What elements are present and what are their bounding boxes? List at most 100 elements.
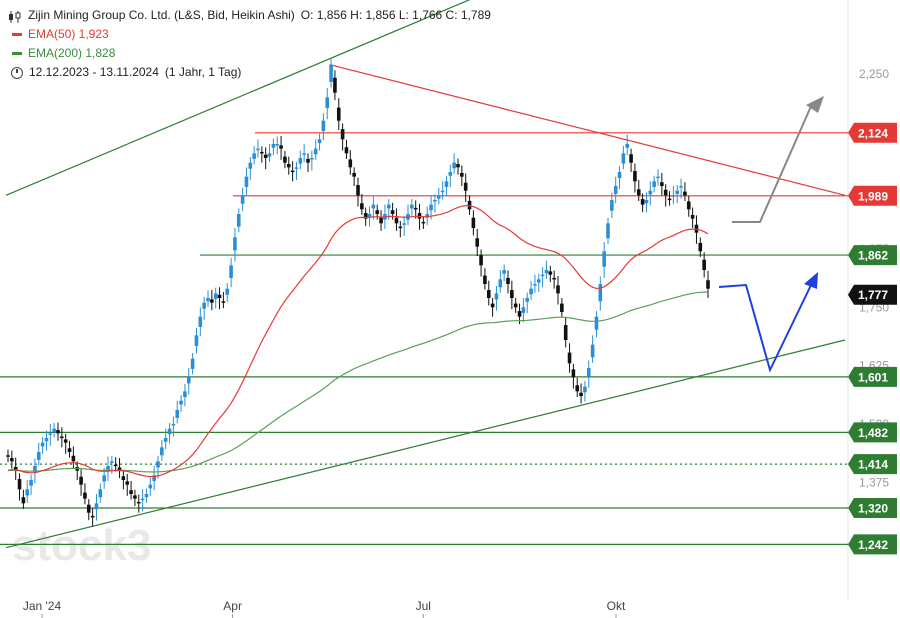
chart-legend: Zijin Mining Group Co. Ltd. (L&S, Bid, H… bbox=[8, 6, 491, 82]
candle-body bbox=[213, 293, 218, 299]
candle-body bbox=[140, 498, 145, 501]
candle-body bbox=[490, 303, 495, 308]
candle-body bbox=[271, 144, 276, 148]
candle-body bbox=[152, 475, 156, 481]
candle-body bbox=[171, 424, 176, 426]
candle-body bbox=[252, 153, 256, 159]
candle-body bbox=[283, 156, 287, 163]
candle-body bbox=[52, 428, 56, 432]
candle-body bbox=[263, 154, 268, 158]
candle-body bbox=[313, 148, 318, 155]
candle-body bbox=[675, 190, 680, 194]
candle-body bbox=[302, 153, 306, 155]
candle-body bbox=[475, 238, 480, 247]
candle-body bbox=[590, 344, 595, 358]
candle-body bbox=[648, 190, 653, 195]
candle-body bbox=[256, 148, 260, 151]
candle-body bbox=[563, 325, 568, 340]
candle-body bbox=[494, 293, 499, 300]
candle-body bbox=[433, 200, 437, 202]
candle-body bbox=[660, 182, 664, 186]
legend-ema200-row[interactable]: EMA(200) 1,828 bbox=[8, 44, 491, 63]
candle-body bbox=[379, 217, 383, 224]
candle-body bbox=[110, 461, 114, 463]
candle-body bbox=[444, 181, 449, 187]
candle-body bbox=[36, 452, 41, 460]
candle-body bbox=[221, 301, 226, 303]
projection-arrows bbox=[718, 96, 824, 373]
candle-body bbox=[156, 461, 160, 468]
candle-body bbox=[48, 433, 53, 435]
candle-body bbox=[544, 270, 549, 274]
ema50-swatch bbox=[12, 33, 22, 36]
downtrend-line bbox=[329, 64, 846, 196]
candle-body bbox=[410, 204, 414, 209]
x-tick-label: Apr bbox=[223, 599, 242, 613]
candle-body bbox=[536, 279, 541, 283]
candle-body bbox=[667, 198, 672, 201]
candle-body bbox=[129, 490, 133, 494]
candle-body bbox=[690, 214, 695, 219]
candle-body bbox=[71, 455, 76, 462]
candle-body bbox=[98, 489, 103, 498]
candle-body bbox=[463, 182, 468, 191]
price-tags: 2,124 1,989 1,862 1,777 1,601 1,482 1,414 1,320… bbox=[848, 122, 897, 555]
legend-ema50-row[interactable]: EMA(50) 1,923 bbox=[8, 25, 491, 44]
candle-body bbox=[706, 280, 710, 289]
x-tick-label: Jul bbox=[416, 599, 431, 613]
price-tag-resistance bbox=[848, 122, 897, 143]
price-tag-label: 1,242 bbox=[858, 538, 888, 552]
candle-body bbox=[486, 290, 491, 298]
candle-body bbox=[210, 299, 214, 303]
candle-body bbox=[329, 64, 333, 82]
price-tag-label: 1,601 bbox=[858, 370, 888, 384]
candle-body bbox=[548, 271, 553, 275]
legend-title: Zijin Mining Group Co. Ltd. (L&S, Bid, H… bbox=[28, 8, 295, 22]
candle-body bbox=[521, 307, 526, 313]
candle-body bbox=[279, 145, 283, 149]
candle-body bbox=[575, 385, 580, 392]
candle-body bbox=[502, 270, 506, 274]
candle-body bbox=[533, 284, 537, 286]
candle-body bbox=[579, 392, 583, 396]
candle-body bbox=[460, 172, 464, 177]
price-tag-support bbox=[848, 534, 897, 555]
legend-ema50: EMA(50) 1,923 bbox=[28, 27, 109, 41]
candle-body bbox=[275, 144, 280, 146]
legend-ohlc: O: 1,856 H: 1,856 L: 1,766 C: 1,789 bbox=[300, 8, 491, 22]
candle-body bbox=[663, 189, 668, 196]
candle-body bbox=[625, 144, 630, 148]
candle-body bbox=[167, 428, 172, 435]
price-levels bbox=[0, 132, 848, 546]
candle-body bbox=[198, 316, 203, 327]
candle-body bbox=[240, 195, 245, 204]
price-tag-label: 1,777 bbox=[858, 288, 888, 302]
legend-interval: (1 Jahr, 1 Tag) bbox=[164, 65, 242, 79]
candle-body bbox=[471, 217, 476, 228]
candle-body bbox=[356, 185, 360, 196]
candle-body bbox=[260, 151, 264, 154]
candle-body bbox=[606, 223, 610, 239]
candle-body bbox=[610, 200, 614, 211]
candle-body bbox=[190, 358, 195, 369]
candle-body bbox=[56, 430, 60, 434]
price-tag-current bbox=[848, 284, 897, 305]
candle-body bbox=[360, 203, 364, 210]
candle-body bbox=[90, 515, 95, 518]
ema200-swatch bbox=[12, 52, 22, 55]
candle-body bbox=[640, 199, 645, 205]
x-axis: Jan '24 Apr Jul Okt bbox=[23, 599, 626, 618]
price-tag-support bbox=[848, 498, 897, 518]
candle-body bbox=[525, 298, 530, 302]
candle-body bbox=[425, 214, 430, 218]
candle-body bbox=[236, 214, 241, 227]
candle-body bbox=[40, 442, 45, 447]
legend-ema200: EMA(200) 1,828 bbox=[28, 46, 116, 60]
price-tag-support bbox=[848, 422, 897, 443]
candle-body bbox=[217, 294, 222, 298]
candle-body bbox=[698, 242, 703, 252]
candle-body bbox=[352, 172, 356, 177]
candle-body bbox=[6, 455, 10, 457]
